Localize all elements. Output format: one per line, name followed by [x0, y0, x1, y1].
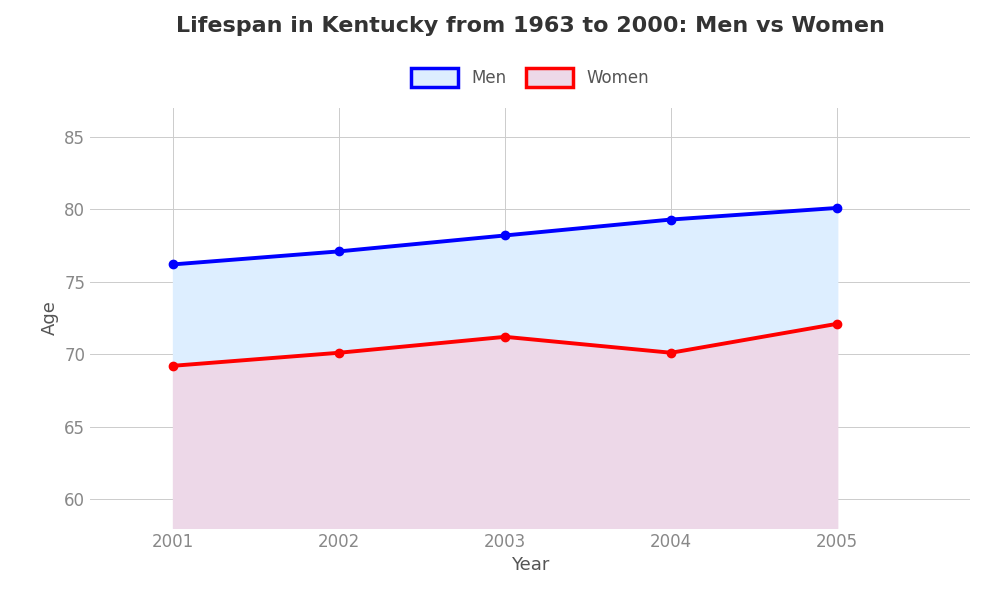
X-axis label: Year: Year [511, 556, 549, 574]
Title: Lifespan in Kentucky from 1963 to 2000: Men vs Women: Lifespan in Kentucky from 1963 to 2000: … [176, 16, 884, 35]
Y-axis label: Age: Age [41, 301, 59, 335]
Legend: Men, Women: Men, Women [404, 62, 656, 94]
